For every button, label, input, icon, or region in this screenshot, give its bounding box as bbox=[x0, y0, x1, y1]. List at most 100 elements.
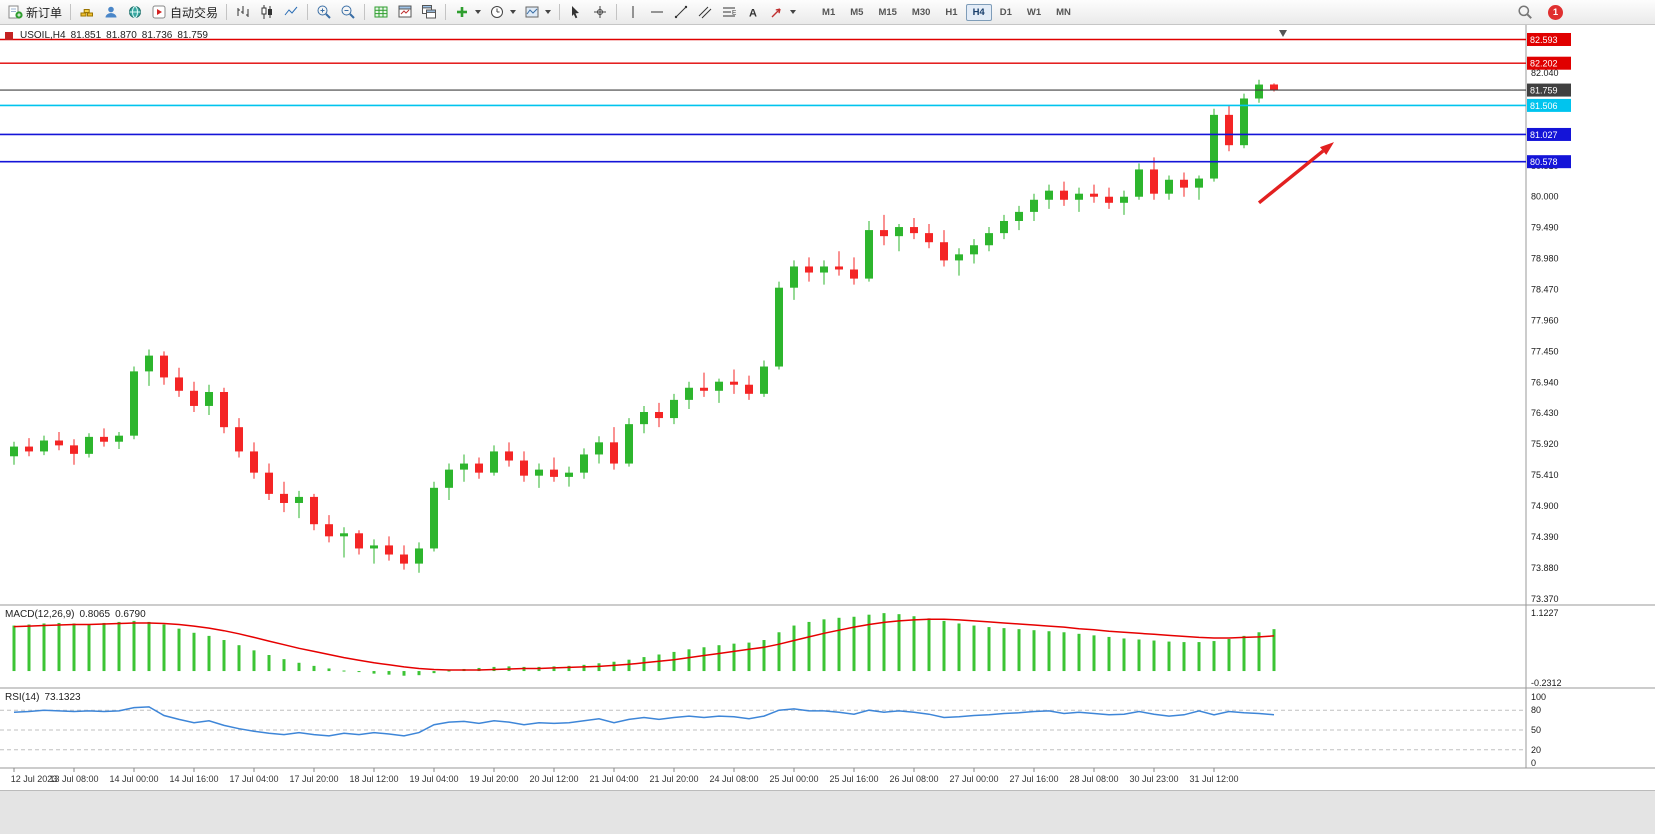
autotrading-icon bbox=[151, 4, 167, 20]
macd-histogram-bar bbox=[657, 654, 661, 672]
macd-histogram-bar bbox=[1107, 636, 1111, 672]
time-tick-label[interactable]: 13 Jul 08:00 bbox=[49, 774, 98, 784]
time-tick-label[interactable]: 27 Jul 16:00 bbox=[1009, 774, 1058, 784]
price-tick-label: 74.390 bbox=[1531, 532, 1559, 542]
candle-body bbox=[1060, 190, 1068, 200]
time-tick-label[interactable]: 25 Jul 00:00 bbox=[769, 774, 818, 784]
chart-shift-marker[interactable] bbox=[1279, 30, 1287, 37]
horizontal-line-button[interactable] bbox=[646, 2, 668, 22]
channel-button[interactable] bbox=[694, 2, 716, 22]
trend-arrow-head[interactable] bbox=[1319, 142, 1334, 155]
time-axis[interactable] bbox=[0, 769, 1655, 790]
time-tick-label[interactable]: 18 Jul 12:00 bbox=[349, 774, 398, 784]
time-tick-label[interactable]: 19 Jul 20:00 bbox=[469, 774, 518, 784]
candle-body bbox=[925, 233, 933, 243]
rsi-pane[interactable] bbox=[0, 689, 1526, 768]
new-chart-window-button[interactable] bbox=[394, 2, 416, 22]
time-tick-label[interactable]: 21 Jul 20:00 bbox=[649, 774, 698, 784]
indicators-add-button[interactable] bbox=[451, 2, 484, 22]
candle-body bbox=[175, 377, 183, 391]
candle-body bbox=[355, 533, 363, 549]
rsi-axis-label: 100 bbox=[1531, 692, 1546, 702]
toolbar-separator bbox=[226, 4, 228, 20]
time-tick-label[interactable]: 21 Jul 04:00 bbox=[589, 774, 638, 784]
arrows-tool-icon bbox=[769, 4, 785, 20]
macd-histogram-bar bbox=[297, 662, 301, 672]
candle-body bbox=[1270, 84, 1278, 91]
time-tick-label[interactable]: 31 Jul 12:00 bbox=[1189, 774, 1238, 784]
arrows-tool-button[interactable] bbox=[766, 2, 799, 22]
time-tick-label[interactable]: 14 Jul 00:00 bbox=[109, 774, 158, 784]
new-order-button[interactable]: 新订单 bbox=[4, 2, 65, 22]
crosshair-button[interactable] bbox=[589, 2, 611, 22]
gold-button[interactable] bbox=[76, 2, 98, 22]
toolbar-separator bbox=[364, 4, 366, 20]
macd-histogram-bar bbox=[702, 647, 706, 672]
time-tick-label[interactable]: 26 Jul 08:00 bbox=[889, 774, 938, 784]
time-tick-label[interactable]: 19 Jul 04:00 bbox=[409, 774, 458, 784]
macd-histogram-bar bbox=[822, 619, 826, 672]
zoom-in-button[interactable] bbox=[313, 2, 335, 22]
candle-body bbox=[700, 387, 708, 391]
search-button[interactable] bbox=[1514, 2, 1536, 22]
new-order-label: 新订单 bbox=[26, 5, 63, 20]
time-tick-label[interactable]: 30 Jul 23:00 bbox=[1129, 774, 1178, 784]
price-axis[interactable] bbox=[1527, 25, 1655, 768]
periods-button[interactable] bbox=[486, 2, 519, 22]
chart-window: 82.04081.53081.02080.51080.00079.49078.9… bbox=[0, 25, 1655, 790]
timeframe-d1[interactable]: D1 bbox=[993, 4, 1019, 21]
candle-body bbox=[910, 227, 918, 234]
time-tick-label[interactable]: 17 Jul 20:00 bbox=[289, 774, 338, 784]
text-tool-button[interactable]: A bbox=[742, 2, 764, 22]
timeframe-m5[interactable]: M5 bbox=[843, 4, 870, 21]
time-tick-label[interactable]: 25 Jul 16:00 bbox=[829, 774, 878, 784]
zoom-out-button[interactable] bbox=[337, 2, 359, 22]
price-badge-label: 81.027 bbox=[1530, 130, 1558, 140]
templates-button[interactable] bbox=[521, 2, 554, 22]
time-tick-label[interactable]: 24 Jul 08:00 bbox=[709, 774, 758, 784]
account-button[interactable] bbox=[100, 2, 122, 22]
macd-histogram-bar bbox=[327, 668, 331, 672]
timeframe-w1[interactable]: W1 bbox=[1020, 4, 1048, 21]
timeframe-m1[interactable]: M1 bbox=[815, 4, 842, 21]
candle-body bbox=[265, 472, 273, 494]
trendline-button[interactable] bbox=[670, 2, 692, 22]
cursor-button[interactable] bbox=[565, 2, 587, 22]
time-tick-label[interactable]: 17 Jul 04:00 bbox=[229, 774, 278, 784]
macd-histogram-bar bbox=[897, 614, 901, 672]
chart-plot-area[interactable] bbox=[0, 25, 1526, 605]
macd-histogram-bar bbox=[87, 624, 91, 672]
candle-body bbox=[550, 469, 558, 477]
time-tick-label[interactable]: 12 Jul 2023 bbox=[11, 774, 58, 784]
candle-body bbox=[370, 545, 378, 549]
price-badge bbox=[1527, 83, 1571, 97]
time-tick-label[interactable]: 28 Jul 08:00 bbox=[1069, 774, 1118, 784]
autotrading-button[interactable]: 自动交易 bbox=[148, 2, 221, 22]
bar-chart-button[interactable] bbox=[232, 2, 254, 22]
timeframe-m30[interactable]: M30 bbox=[905, 4, 937, 21]
price-badge bbox=[1527, 155, 1571, 169]
fibonacci-button[interactable]: E bbox=[718, 2, 740, 22]
community-button[interactable] bbox=[124, 2, 146, 22]
time-tick-label[interactable]: 27 Jul 00:00 bbox=[949, 774, 998, 784]
time-tick-label[interactable]: 20 Jul 12:00 bbox=[529, 774, 578, 784]
macd-histogram-bar bbox=[1212, 641, 1216, 672]
macd-histogram-bar bbox=[1002, 628, 1006, 672]
candle-body bbox=[475, 463, 483, 473]
candle-body bbox=[25, 446, 33, 452]
timeframe-h1[interactable]: H1 bbox=[938, 4, 964, 21]
candlestick-chart-button[interactable] bbox=[256, 2, 278, 22]
timeframe-mn[interactable]: MN bbox=[1049, 4, 1078, 21]
time-tick-label[interactable]: 14 Jul 16:00 bbox=[169, 774, 218, 784]
timeframe-m15[interactable]: M15 bbox=[871, 4, 903, 21]
price-tick-label: 73.880 bbox=[1531, 563, 1559, 573]
macd-histogram-bar bbox=[387, 671, 391, 675]
trend-arrow-annotation[interactable] bbox=[1257, 149, 1325, 205]
line-chart-button[interactable] bbox=[280, 2, 302, 22]
grid-button[interactable] bbox=[370, 2, 392, 22]
vertical-line-button[interactable] bbox=[622, 2, 644, 22]
tile-windows-button[interactable] bbox=[418, 2, 440, 22]
timeframe-h4[interactable]: H4 bbox=[965, 3, 992, 21]
notification-badge[interactable]: 1 bbox=[1548, 4, 1563, 20]
macd-histogram-bar bbox=[1182, 642, 1186, 672]
